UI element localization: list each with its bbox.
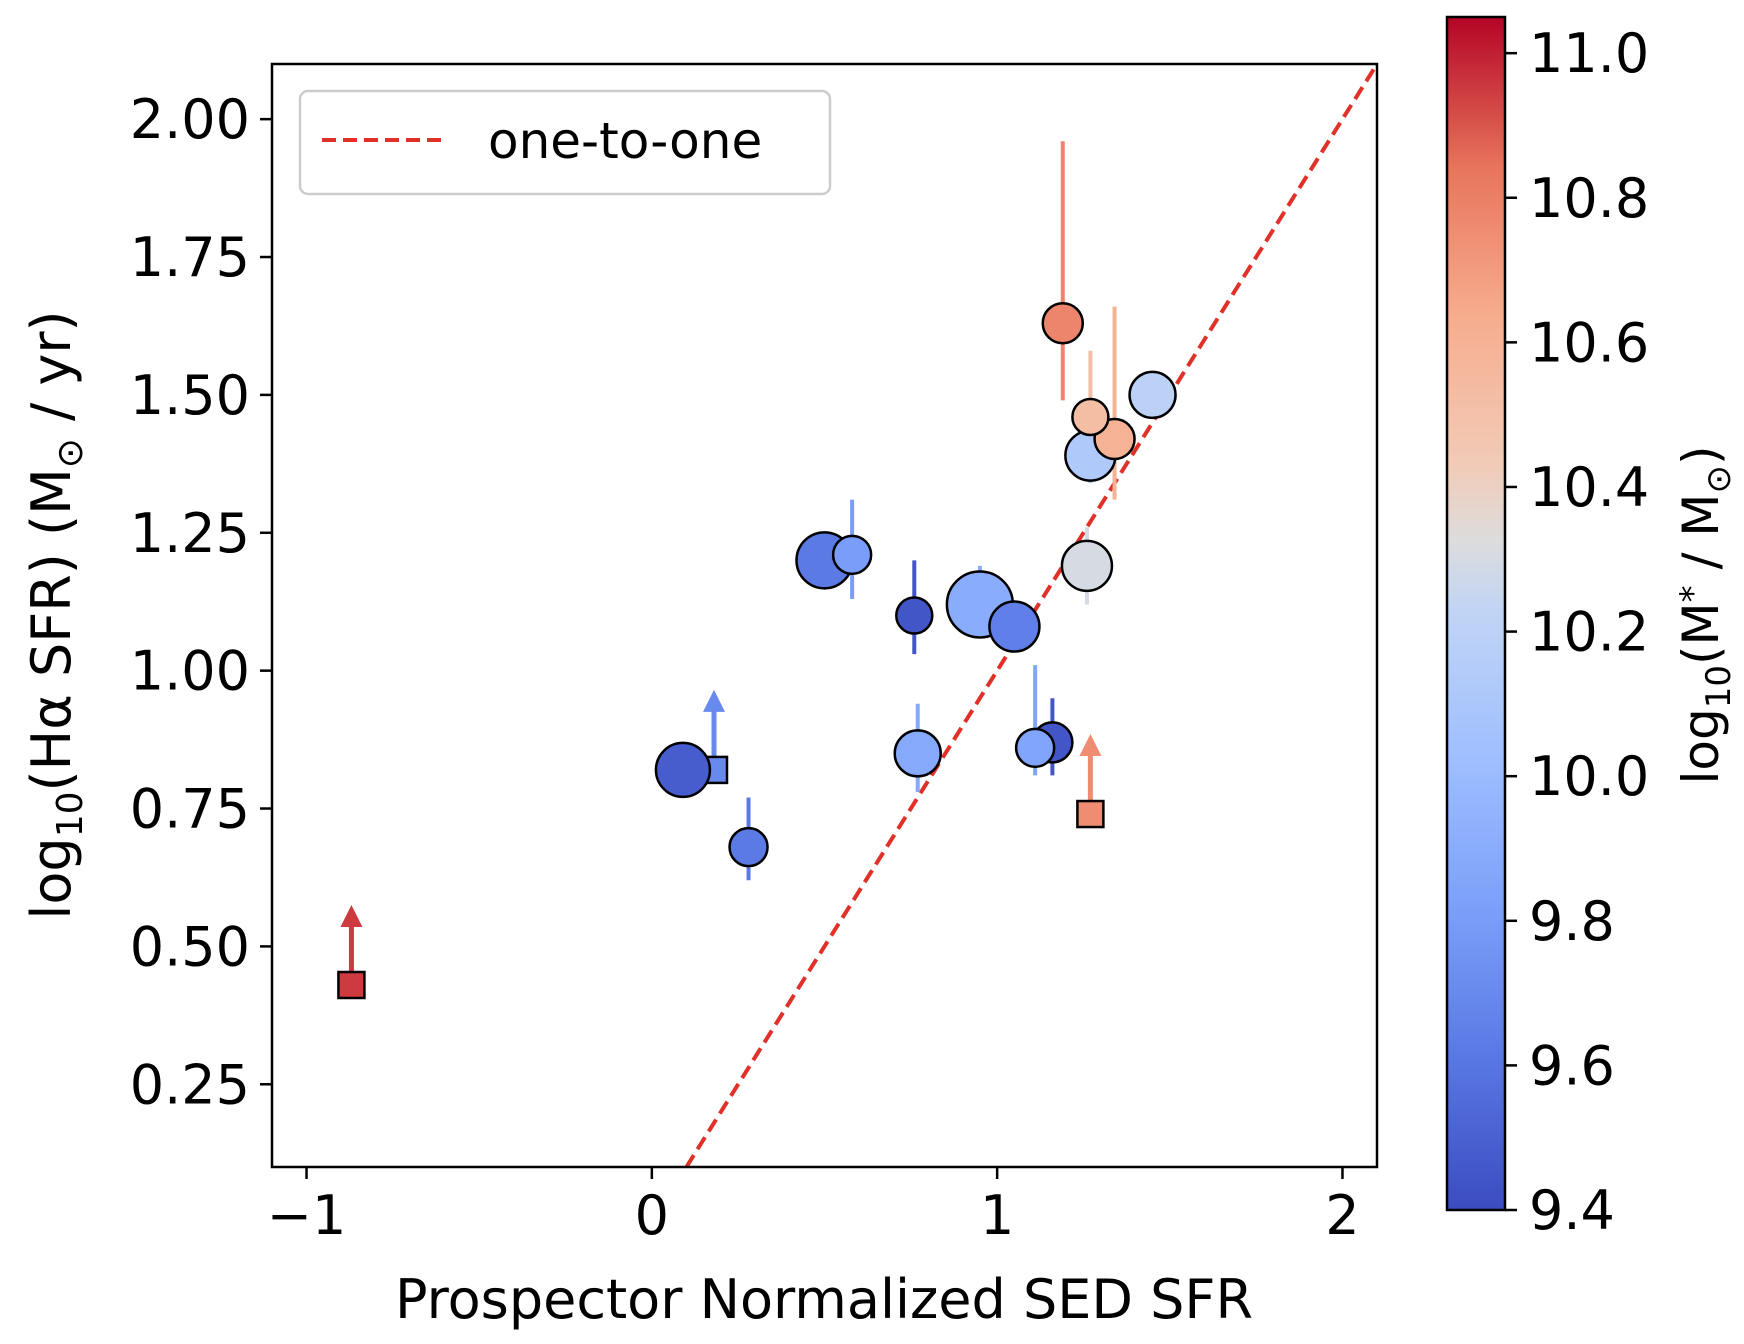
y-tick-label-1: 0.25 [130, 1053, 250, 1116]
lower-limit-marker-1 [337, 970, 366, 1000]
point-layer [654, 301, 1177, 868]
x-tick-label-3: 1 [980, 1184, 1014, 1247]
data-point-16 [728, 826, 769, 868]
data-point-2 [1128, 370, 1177, 420]
plot-frame [270, 62, 1379, 1169]
colorbar-tick-label-5: 10.2 [1529, 601, 1649, 664]
colorbar: 9.4 9.6 9.8 10.0 10.2 10.4 10.6 10.8 11.0 log10(… [1445, 15, 1739, 1242]
legend-label-one-to-one: one-to-one [488, 112, 762, 170]
colorbar-label: log10(M* / M⊙) [1672, 446, 1739, 785]
data-point-3 [1071, 397, 1110, 437]
data-point-6 [1060, 539, 1114, 593]
y-tick-label-8: 2.00 [130, 88, 250, 151]
plot-area: −1 0 1 2 0.25 0.50 0.75 1.00 1.25 1.50 1.75 2.00 [130, 62, 1379, 1247]
y-tick-label-2: 0.50 [130, 915, 250, 978]
colorbar-tick-label-4: 10.0 [1529, 745, 1649, 808]
colorbar-tick-label-1: 9.4 [1529, 1179, 1615, 1242]
legend-box [298, 89, 832, 196]
lower-limit-marker-3 [1076, 799, 1105, 829]
x-tick-label-4: 2 [1325, 1184, 1359, 1247]
data-point-9 [895, 596, 934, 635]
colorbar-tick-label-7: 10.6 [1529, 311, 1649, 374]
y-tick-label-5: 1.25 [130, 502, 250, 565]
data-point-12 [1014, 727, 1056, 769]
data-point-7 [831, 534, 873, 576]
y-axis-ticks: 0.25 0.50 0.75 1.00 1.25 1.50 1.75 2.00 [130, 88, 272, 1116]
y-tick-label-7: 1.75 [130, 226, 250, 289]
data-point-1 [1041, 301, 1085, 345]
data-point-10 [988, 600, 1041, 653]
one-to-one-layer [684, 64, 1377, 1167]
lower-limit-arrow-head-3 [1079, 734, 1102, 757]
x-axis-label: Prospector Normalized SED SFR [395, 1268, 1253, 1331]
colorbar-tick-label-9: 11.0 [1529, 22, 1649, 85]
y-tick-label-4: 1.00 [130, 640, 250, 703]
lower-limit-arrow-head-1 [340, 905, 363, 928]
colorbar-ticks: 9.4 9.6 9.8 10.0 10.2 10.4 10.6 10.8 11.0 [1505, 22, 1649, 1242]
x-tick-label-2: 0 [635, 1184, 669, 1247]
colorbar-gradient [1445, 15, 1507, 1212]
y-tick-label-3: 0.75 [130, 778, 250, 841]
x-tick-label-1: −1 [267, 1184, 347, 1247]
y-axis-label: log10(Hα SFR) (M⊙ / yr) [20, 310, 91, 919]
colorbar-tick-label-8: 10.8 [1529, 167, 1649, 230]
colorbar-tick-label-3: 9.8 [1529, 890, 1615, 953]
lower-limit-arrow-head-2 [703, 689, 725, 712]
colorbar-tick-label-2: 9.6 [1529, 1034, 1615, 1097]
legend: one-to-one [298, 89, 832, 196]
one-to-one-line [684, 64, 1377, 1167]
lower-limit-layer [337, 689, 1105, 1000]
data-point-15 [654, 741, 712, 799]
data-point-14 [893, 729, 942, 778]
x-axis-ticks: −1 0 1 2 [267, 1167, 1360, 1247]
colorbar-tick-label-6: 10.4 [1529, 456, 1649, 519]
y-tick-label-6: 1.50 [130, 364, 250, 427]
